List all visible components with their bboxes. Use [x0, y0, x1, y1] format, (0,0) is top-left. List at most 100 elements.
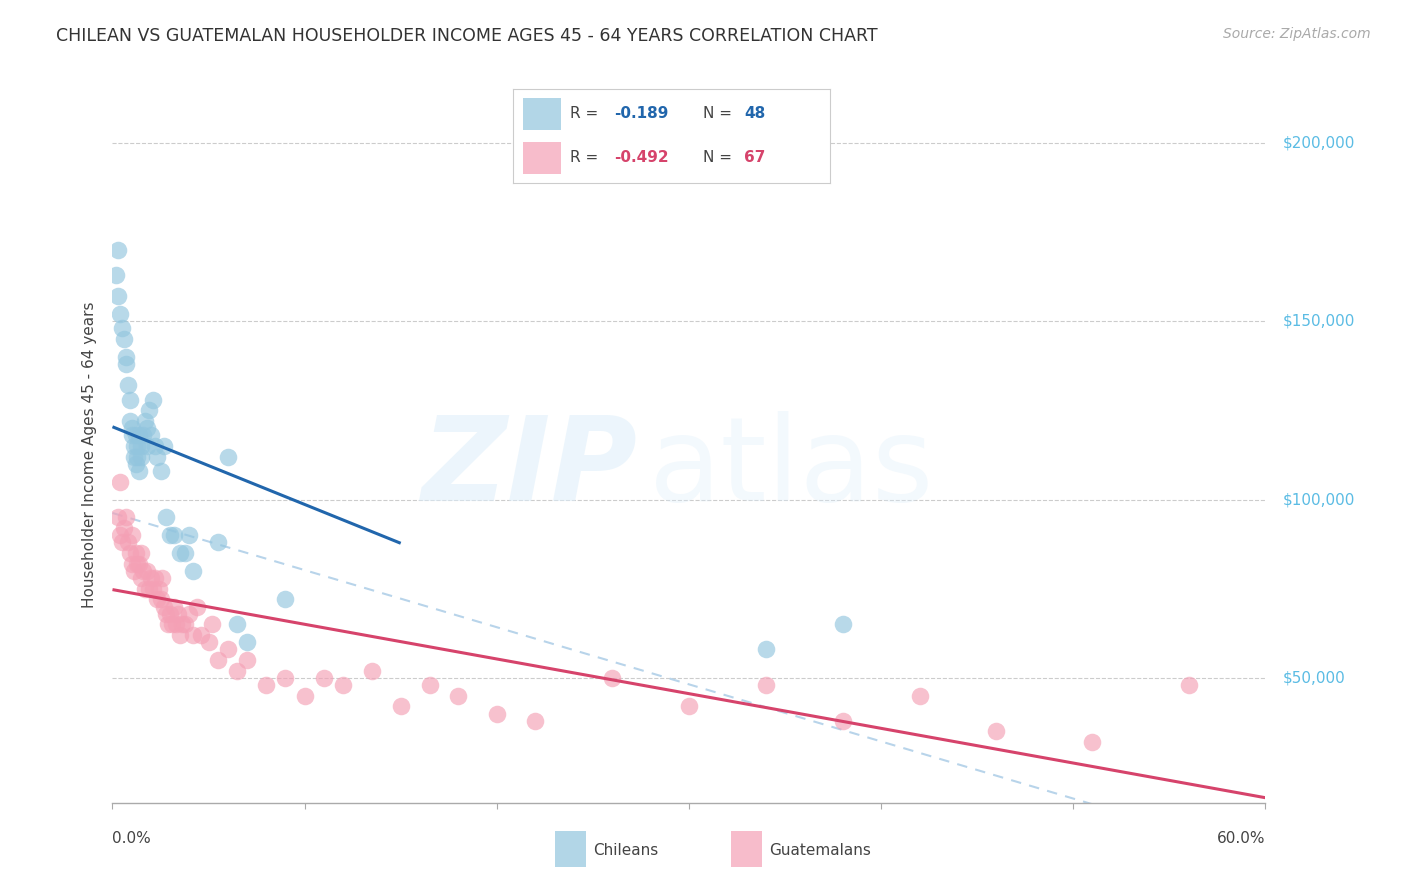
Point	[294, 689, 316, 703]
Point	[129, 450, 153, 464]
Point	[136, 564, 159, 578]
Point	[1177, 678, 1199, 692]
Point	[129, 571, 153, 585]
Point	[908, 689, 931, 703]
Point	[155, 607, 177, 621]
Point	[118, 546, 141, 560]
Text: 60.0%: 60.0%	[1218, 831, 1265, 847]
Point	[831, 617, 853, 632]
Point	[678, 699, 700, 714]
Point	[201, 617, 224, 632]
Point	[108, 307, 131, 321]
Text: Guatemalans: Guatemalans	[769, 843, 870, 858]
Point	[111, 321, 134, 335]
Point	[143, 571, 166, 585]
Text: 0.0%: 0.0%	[112, 831, 152, 847]
Bar	[523, 142, 561, 175]
Point	[360, 664, 382, 678]
Text: -0.189: -0.189	[614, 106, 669, 121]
Point	[143, 439, 166, 453]
Point	[134, 582, 156, 596]
Point	[174, 617, 197, 632]
Point	[179, 528, 201, 542]
Text: -0.492: -0.492	[614, 150, 669, 165]
Point	[132, 564, 155, 578]
Text: $150,000: $150,000	[1282, 314, 1355, 328]
Point	[134, 414, 156, 428]
Point	[163, 599, 186, 614]
Point	[124, 428, 146, 442]
Point	[254, 678, 277, 692]
Point	[127, 439, 149, 453]
Point	[186, 599, 208, 614]
Point	[122, 564, 145, 578]
Point	[986, 724, 1008, 739]
Text: $100,000: $100,000	[1282, 492, 1355, 507]
Point	[165, 617, 187, 632]
Point	[128, 557, 150, 571]
Point	[169, 628, 191, 642]
Text: $50,000: $50,000	[1282, 671, 1346, 685]
Point	[485, 706, 508, 721]
Point	[755, 642, 778, 657]
Point	[112, 521, 135, 535]
Point	[524, 714, 547, 728]
Point	[111, 535, 134, 549]
Point	[112, 332, 135, 346]
Point	[274, 671, 297, 685]
Point	[121, 428, 143, 442]
Point	[155, 510, 177, 524]
Point	[149, 464, 172, 478]
Point	[174, 546, 197, 560]
Point	[163, 528, 186, 542]
Text: 67: 67	[744, 150, 765, 165]
Point	[159, 607, 181, 621]
Point	[236, 653, 259, 667]
Point	[166, 607, 188, 621]
Text: R =: R =	[571, 106, 599, 121]
Point	[136, 421, 159, 435]
Point	[122, 439, 145, 453]
Point	[108, 475, 131, 489]
Point	[128, 464, 150, 478]
Point	[138, 582, 160, 596]
Point	[127, 557, 149, 571]
Point	[332, 678, 354, 692]
Point	[124, 457, 146, 471]
Point	[226, 664, 249, 678]
Point	[169, 546, 191, 560]
Point	[121, 421, 143, 435]
Point	[226, 617, 249, 632]
Point	[124, 546, 146, 560]
Point	[217, 450, 239, 464]
Point	[831, 714, 853, 728]
Bar	[523, 97, 561, 130]
Point	[136, 439, 159, 453]
Point	[115, 357, 138, 371]
Point	[142, 392, 165, 407]
Text: $200,000: $200,000	[1282, 136, 1355, 150]
Point	[217, 642, 239, 657]
Point	[139, 571, 162, 585]
Point	[181, 564, 204, 578]
Point	[127, 450, 149, 464]
Point	[207, 653, 229, 667]
Point	[118, 414, 141, 428]
Point	[179, 607, 201, 621]
Y-axis label: Householder Income Ages 45 - 64 years: Householder Income Ages 45 - 64 years	[82, 301, 97, 608]
Text: ZIP: ZIP	[420, 411, 637, 526]
Point	[160, 617, 183, 632]
Point	[157, 617, 180, 632]
Point	[129, 546, 153, 560]
Point	[181, 628, 204, 642]
Point	[419, 678, 441, 692]
Text: 48: 48	[744, 106, 765, 121]
Point	[121, 528, 143, 542]
Point	[128, 428, 150, 442]
Point	[118, 392, 141, 407]
Point	[755, 678, 778, 692]
Point	[145, 592, 167, 607]
Text: Chileans: Chileans	[593, 843, 658, 858]
Point	[197, 635, 219, 649]
Point	[117, 535, 139, 549]
